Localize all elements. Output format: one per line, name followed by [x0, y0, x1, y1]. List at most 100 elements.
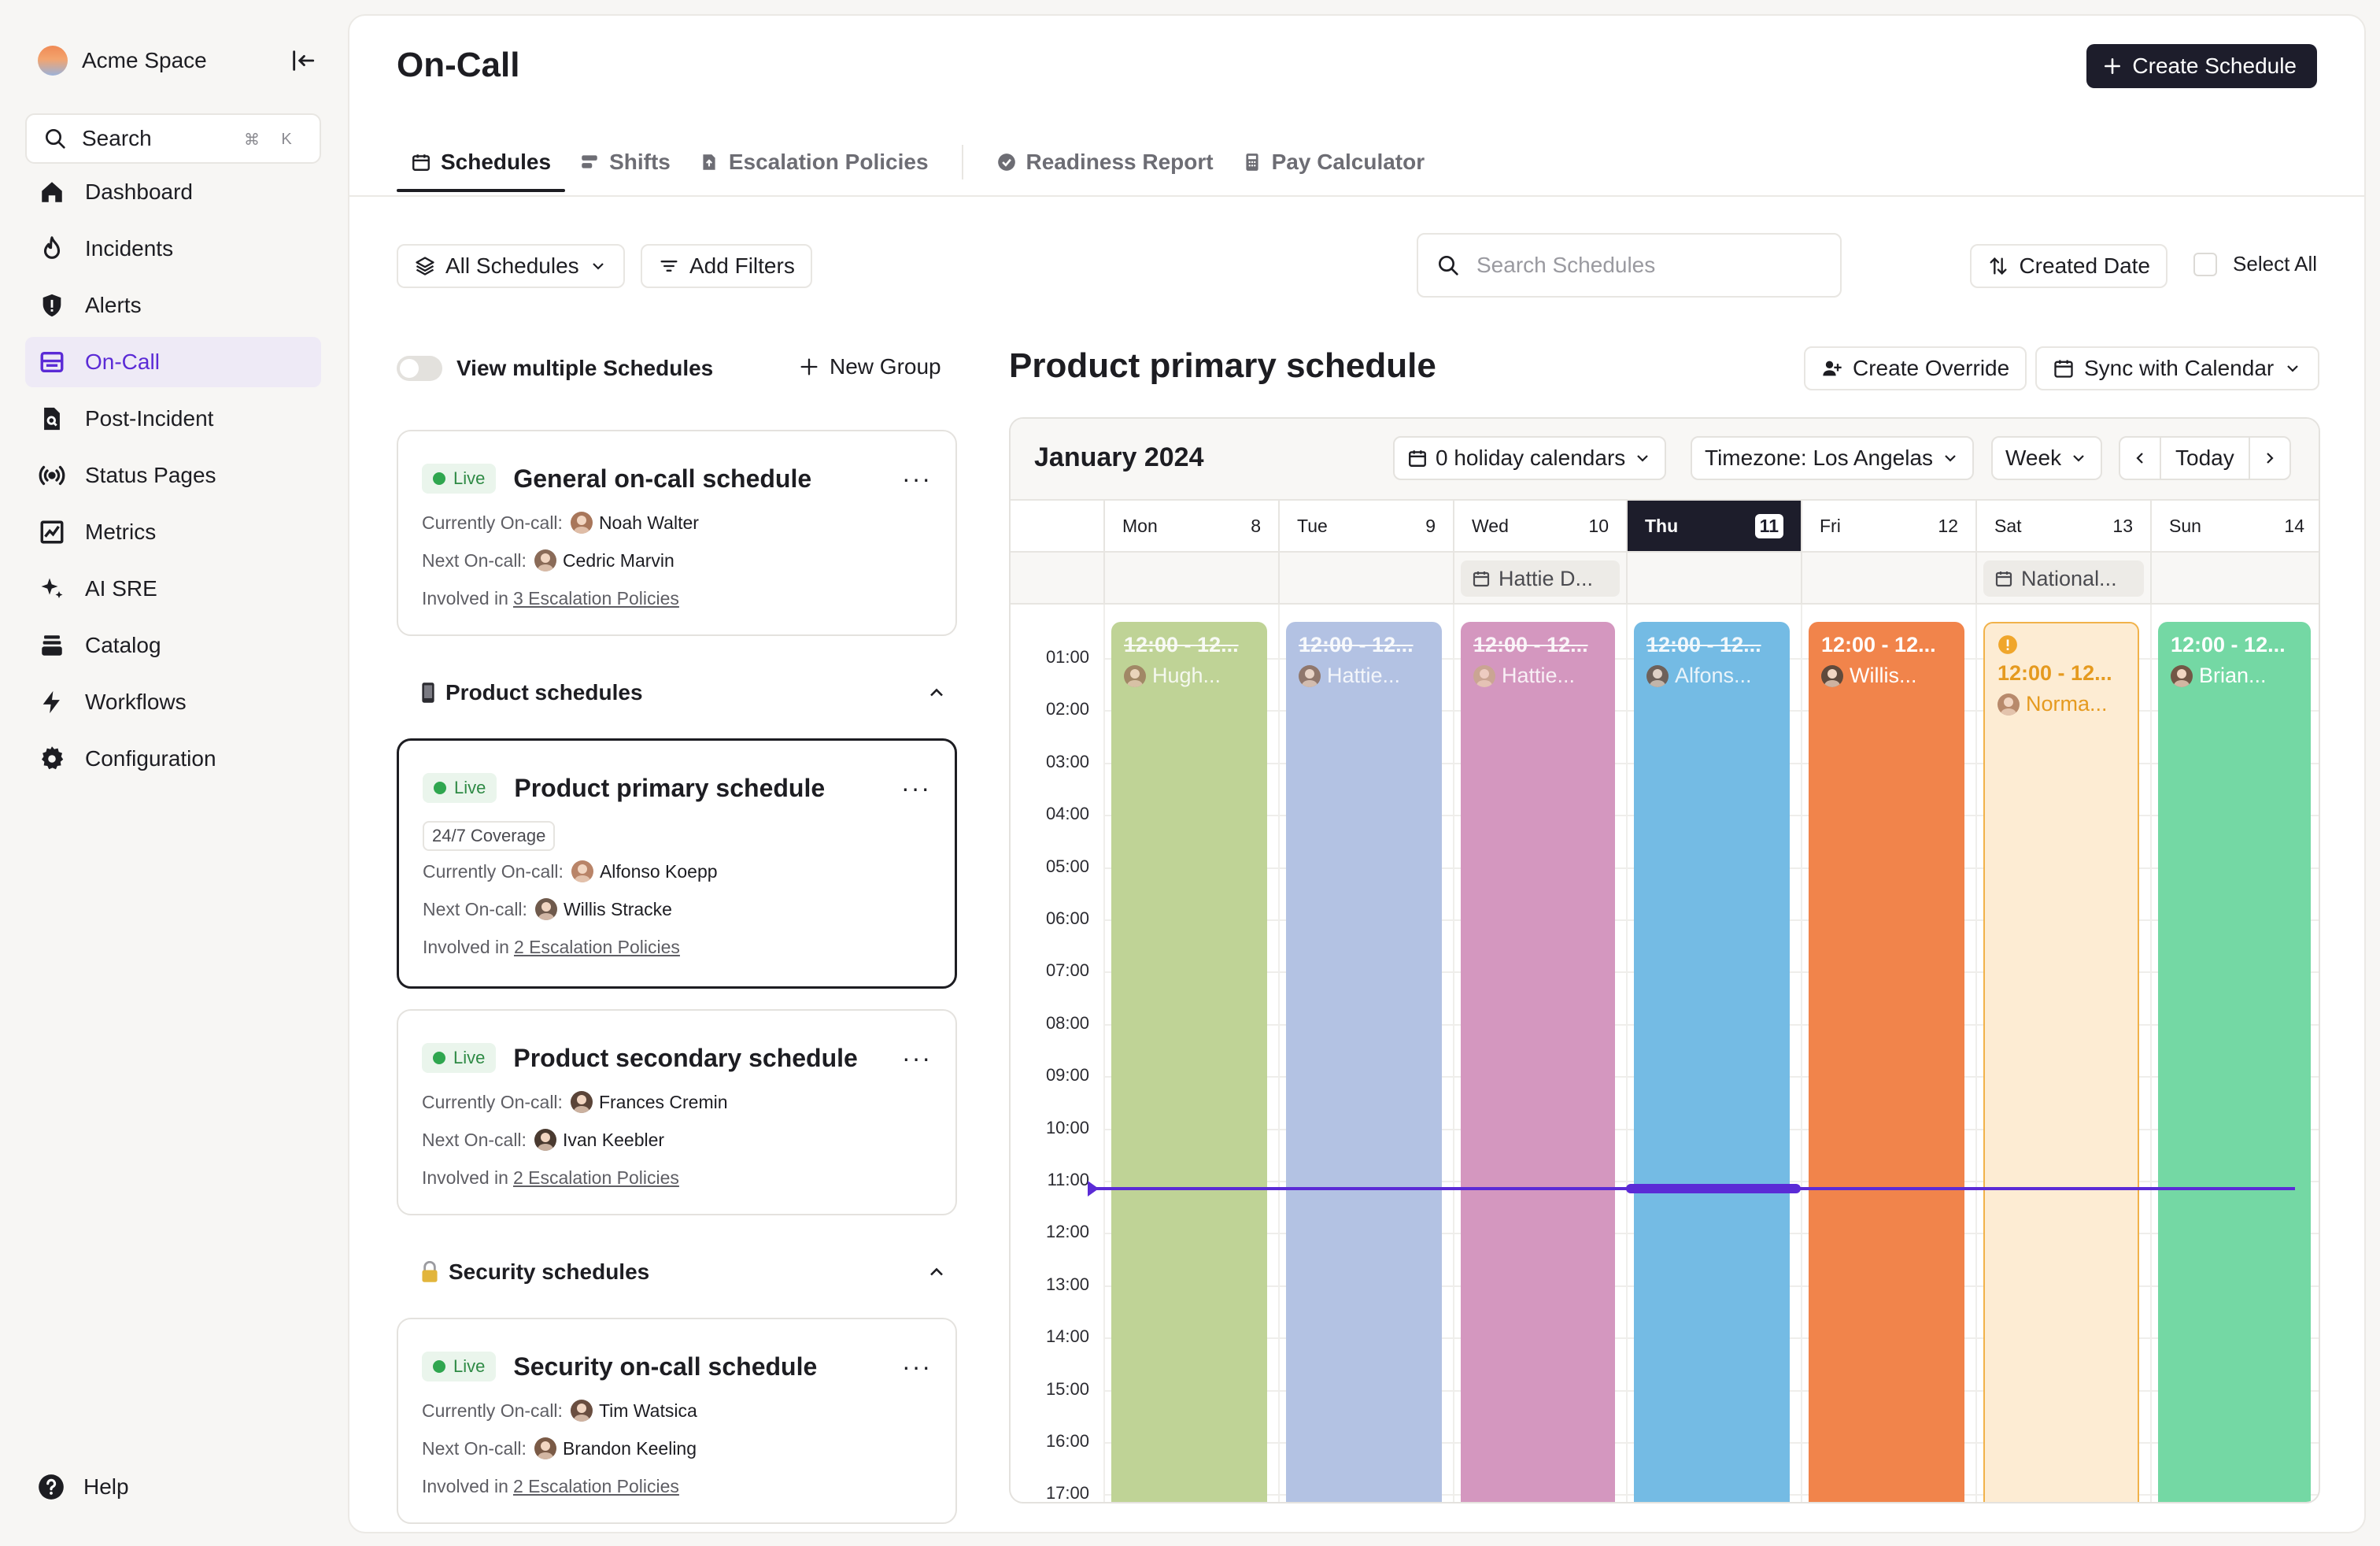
- sort-created-date-button[interactable]: Created Date: [1970, 244, 2168, 288]
- avatar: [570, 1091, 593, 1113]
- tab-shifts[interactable]: Shifts: [565, 134, 685, 190]
- avatar: [1473, 664, 1495, 687]
- add-filters-label: Add Filters: [689, 253, 795, 278]
- next-person: Ivan Keebler: [562, 1129, 665, 1150]
- assignee-name: Willis...: [1850, 664, 1917, 687]
- chevron-right-icon[interactable]: [2248, 438, 2289, 479]
- day-header-sun[interactable]: Sun 14: [2150, 501, 2319, 553]
- more-options-icon[interactable]: ···: [901, 773, 931, 802]
- tab-label: Escalation Policies: [728, 150, 929, 174]
- nav-dashboard[interactable]: Dashboard: [25, 167, 321, 217]
- phone-icon: [420, 682, 436, 704]
- escalation-policies-link[interactable]: 2 Escalation Policies: [513, 936, 680, 957]
- schedule-card-product-secondary[interactable]: Live Product secondary schedule ··· Curr…: [397, 1009, 957, 1215]
- involved-label: Involved in: [422, 1167, 508, 1188]
- schedule-card-security[interactable]: Live Security on-call schedule ··· Curre…: [397, 1318, 957, 1524]
- day-gridline: [1278, 605, 1280, 1502]
- search-schedules-input[interactable]: Search Schedules: [1417, 233, 1842, 298]
- nav-metrics[interactable]: Metrics: [25, 507, 321, 557]
- help-link[interactable]: Help: [36, 1472, 129, 1502]
- tab-readiness-report[interactable]: Readiness Report: [982, 134, 1228, 190]
- holiday-chip[interactable]: Hattie D...: [1461, 560, 1620, 597]
- nav-catalog[interactable]: Catalog: [25, 620, 321, 671]
- schedule-card-product-primary[interactable]: Live Product primary schedule ··· 24/7 C…: [397, 738, 957, 989]
- escalation-policies-link[interactable]: 2 Escalation Policies: [512, 1475, 679, 1496]
- create-override-button[interactable]: Create Override: [1804, 346, 2027, 390]
- avatar: [2171, 664, 2193, 687]
- view-dropdown[interactable]: Week: [1991, 436, 2103, 480]
- chevron-left-icon[interactable]: [2120, 438, 2161, 479]
- allday-cell: [1801, 553, 1975, 605]
- help-icon: [36, 1472, 66, 1502]
- workspace-switcher[interactable]: Acme Space: [38, 41, 331, 80]
- new-group-button[interactable]: New Group: [798, 354, 941, 379]
- shortcut-key: K: [281, 130, 292, 148]
- holiday-chip[interactable]: National...: [1983, 560, 2144, 597]
- shift-block-tue[interactable]: 12:00 - 12... Hattie...: [1286, 622, 1442, 1502]
- nav-post-incident[interactable]: Post-Incident: [25, 394, 321, 444]
- nav-incidents[interactable]: Incidents: [25, 224, 321, 274]
- schedule-card-general[interactable]: Live General on-call schedule ··· Curren…: [397, 430, 957, 636]
- avatar: [1299, 664, 1321, 687]
- day-header-tue[interactable]: Tue 9: [1278, 501, 1453, 553]
- create-schedule-button[interactable]: Create Schedule: [2086, 44, 2317, 88]
- today-button[interactable]: Today: [2175, 446, 2234, 470]
- nav-on-call[interactable]: On-Call: [25, 337, 321, 387]
- avatar: [570, 1400, 593, 1422]
- nav-workflows[interactable]: Workflows: [25, 677, 321, 727]
- home-icon: [36, 176, 68, 208]
- hour-label: 17:00: [1045, 1483, 1089, 1503]
- shift-block-fri[interactable]: 12:00 - 12... Willis...: [1809, 622, 1964, 1502]
- day-header-wed[interactable]: Wed 10: [1453, 501, 1626, 553]
- holiday-calendars-dropdown[interactable]: 0 holiday calendars: [1393, 436, 1667, 480]
- next-person: Cedric Marvin: [562, 549, 674, 571]
- tab-schedules[interactable]: Schedules: [397, 134, 566, 192]
- day-header-fri[interactable]: Fri 12: [1801, 501, 1975, 553]
- nav-ai-sre[interactable]: AI SRE: [25, 564, 321, 614]
- nav-alerts[interactable]: Alerts: [25, 280, 321, 331]
- chevron-down-icon: [1941, 449, 1960, 468]
- add-filters-button[interactable]: Add Filters: [641, 244, 812, 288]
- timezone-dropdown[interactable]: Timezone: Los Angelas: [1691, 436, 1975, 480]
- chevron-up-icon[interactable]: [926, 1261, 948, 1283]
- calendar-month: January 2024: [1034, 442, 1204, 472]
- shift-block-wed[interactable]: 12:00 - 12... Hattie...: [1461, 622, 1615, 1502]
- shift-block-sun[interactable]: 12:00 - 12... Brian...: [2158, 622, 2311, 1502]
- day-header-sat[interactable]: Sat 13: [1975, 501, 2150, 553]
- shift-block-thu[interactable]: 12:00 - 12... Alfons...: [1634, 622, 1790, 1502]
- all-schedules-dropdown[interactable]: All Schedules: [397, 244, 625, 288]
- live-badge: Live: [422, 1352, 497, 1381]
- escalation-policies-link[interactable]: 2 Escalation Policies: [512, 1167, 679, 1188]
- nav-configuration[interactable]: Configuration: [25, 734, 321, 784]
- nav-label: Incidents: [85, 236, 174, 261]
- more-options-icon[interactable]: ···: [902, 1352, 932, 1381]
- hour-label: 03:00: [1045, 751, 1089, 771]
- day-number: 14: [2284, 515, 2304, 536]
- user-plus-icon: [1821, 357, 1843, 379]
- view-multiple-toggle[interactable]: [397, 356, 442, 381]
- day-number: 11: [1754, 513, 1783, 538]
- tab-pay-calculator[interactable]: Pay Calculator: [1228, 134, 1439, 190]
- group-header-security[interactable]: Security schedules: [420, 1259, 955, 1285]
- collapse-sidebar-icon[interactable]: [286, 44, 320, 77]
- tab-escalation-policies[interactable]: Escalation Policies: [685, 134, 943, 190]
- day-header-mon[interactable]: Mon 8: [1103, 501, 1278, 553]
- shift-block-sat[interactable]: 12:00 - 12... Norma...: [1983, 622, 2139, 1502]
- chevron-down-icon: [589, 257, 608, 276]
- select-all-checkbox[interactable]: [2193, 252, 2218, 276]
- group-header-product[interactable]: Product schedules: [420, 680, 955, 705]
- day-header-thu[interactable]: Thu 11: [1626, 501, 1801, 553]
- chevron-up-icon[interactable]: [926, 682, 948, 704]
- more-options-icon[interactable]: ···: [902, 464, 932, 493]
- sync-calendar-dropdown[interactable]: Sync with Calendar: [2035, 346, 2320, 390]
- select-all[interactable]: Select All: [2193, 252, 2317, 276]
- nav-status-pages[interactable]: Status Pages: [25, 450, 321, 501]
- more-options-icon[interactable]: ···: [902, 1043, 932, 1072]
- escalation-policies-link[interactable]: 3 Escalation Policies: [512, 587, 679, 608]
- sidebar-search[interactable]: Search ⌘ K: [25, 113, 321, 164]
- shift-assignee: Hattie...: [1299, 664, 1429, 688]
- hour-label: 15:00: [1045, 1378, 1089, 1399]
- calendar-icon: [1472, 569, 1491, 588]
- shift-block-mon[interactable]: 12:00 - 12... Hugh...: [1111, 622, 1267, 1502]
- live-dot: [433, 472, 445, 485]
